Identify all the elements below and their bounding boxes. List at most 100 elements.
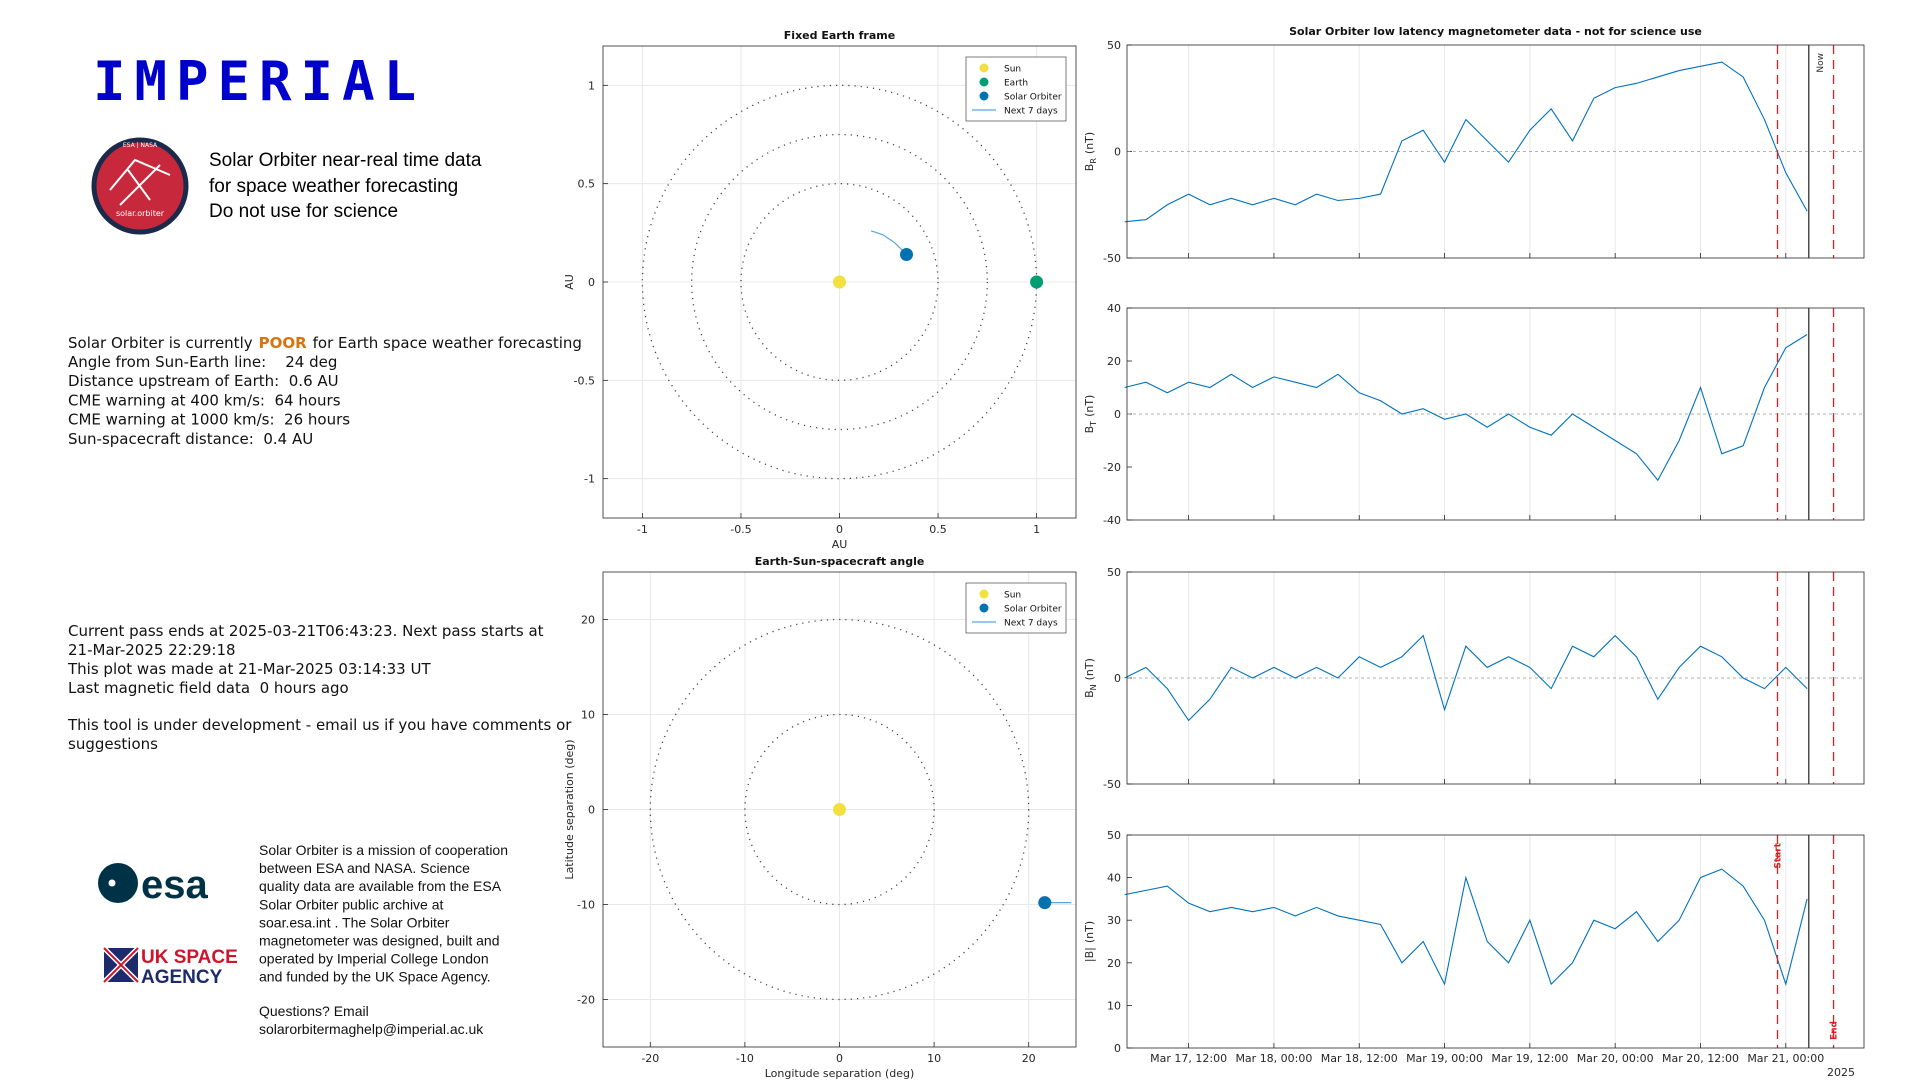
status-line: Solar Orbiter is currently POOR for Earth … bbox=[68, 334, 582, 352]
y-tick-label: 0 bbox=[1114, 672, 1121, 685]
y-label-subscript: N bbox=[1089, 684, 1098, 690]
chart-title: Earth-Sun-spacecraft angle bbox=[755, 555, 925, 568]
legend-label: Sun bbox=[1004, 65, 1021, 75]
status-detail: Sun-spacecraft distance: 0.4 AU bbox=[68, 430, 313, 448]
x-axis-label: Longitude separation (deg) bbox=[765, 1067, 915, 1080]
legend-marker bbox=[979, 603, 989, 613]
legend-label: Next 7 days bbox=[1004, 107, 1058, 117]
point bbox=[833, 275, 846, 289]
y-tick-label: 20 bbox=[1107, 957, 1121, 970]
axes-frame bbox=[1126, 307, 1865, 521]
about-line: Solar Orbiter public archive at bbox=[259, 896, 444, 912]
y-axis-label: Latitude separation (deg) bbox=[563, 739, 576, 879]
plot-content bbox=[641, 84, 1044, 480]
x-tick-label: 0 bbox=[836, 1052, 843, 1065]
x-tick-label: -1 bbox=[637, 523, 648, 536]
x-tick-label: Mar 17, 12:00 bbox=[1150, 1052, 1227, 1065]
x-tick-label: -0.5 bbox=[730, 523, 751, 536]
footer: Solar Orbiter is a mission of cooperatio… bbox=[259, 842, 508, 1037]
y-tick-label: 0 bbox=[1114, 146, 1121, 159]
y-tick-label: 0 bbox=[588, 804, 595, 817]
esa-wordmark: esa bbox=[141, 863, 208, 907]
axes-frame bbox=[1126, 571, 1865, 785]
y-tick-label: 50 bbox=[1107, 829, 1121, 842]
x-tick-label: -20 bbox=[641, 1052, 659, 1065]
y-axis-label: BT (nT) bbox=[1083, 395, 1098, 434]
y-tick-label: -20 bbox=[577, 994, 595, 1007]
contact-line: Questions? Email bbox=[259, 1003, 369, 1019]
legend: Sun Earth Solar Orbiter Next 7 days bbox=[965, 56, 1067, 122]
point bbox=[1038, 896, 1052, 910]
y-tick-label: -50 bbox=[1103, 778, 1121, 791]
axes-frame bbox=[602, 571, 1077, 1048]
y-label-unit: (nT) bbox=[1083, 395, 1096, 417]
legend-label: Sun bbox=[1004, 591, 1021, 601]
y-axis-label: AU bbox=[563, 274, 576, 290]
uksa-logo: UK SPACE AGENCY bbox=[102, 946, 238, 988]
status-detail: Angle from Sun-Earth line: 24 deg bbox=[68, 353, 337, 371]
y-label-symbol: B bbox=[1083, 690, 1096, 698]
point bbox=[833, 803, 846, 816]
badge-mission: ESA | NASA bbox=[123, 142, 158, 149]
tagline: Solar Orbiter near-real time data bbox=[209, 150, 482, 171]
imperial-logo: IMPERIAL bbox=[93, 50, 425, 113]
esa-logo: esa bbox=[98, 863, 208, 907]
x-tick-label: 0 bbox=[836, 523, 843, 536]
y-tick-label: 40 bbox=[1107, 872, 1121, 885]
marker-label: End bbox=[1830, 1021, 1840, 1040]
y-tick-label: -0.5 bbox=[574, 374, 595, 387]
legend-marker bbox=[979, 77, 989, 87]
field-line bbox=[1124, 868, 1808, 987]
status-prefix: Solar Orbiter is currently bbox=[68, 334, 253, 352]
about-line: between ESA and NASA. Science bbox=[259, 860, 470, 876]
about-line: and funded by the UK Space Agency. bbox=[259, 969, 491, 985]
y-tick-label: 10 bbox=[581, 709, 595, 722]
tagline: Do not use for science bbox=[209, 201, 398, 222]
field-line bbox=[1124, 61, 1808, 223]
marker-label: Now bbox=[1816, 53, 1826, 73]
field-line bbox=[1124, 334, 1808, 482]
marker-label: Start bbox=[1774, 842, 1784, 868]
legend-label: Solar Orbiter bbox=[1004, 605, 1062, 615]
x-tick-label: 0.5 bbox=[929, 523, 947, 536]
point bbox=[1030, 275, 1044, 289]
x-tick-label: Mar 20, 12:00 bbox=[1662, 1052, 1739, 1065]
axes-frame bbox=[602, 45, 1077, 519]
status-details: Angle from Sun-Earth line: 24 degDistanc… bbox=[68, 353, 350, 448]
esa-mark bbox=[98, 863, 138, 903]
x-tick-label: 1 bbox=[1033, 523, 1040, 536]
about-line: quality data are available from the ESA bbox=[259, 878, 502, 894]
y-label-subscript: R bbox=[1089, 158, 1098, 164]
y-tick-label: 20 bbox=[581, 614, 595, 627]
chart-title: Solar Orbiter low latency magnetometer d… bbox=[1289, 25, 1702, 38]
pass-line: Current pass ends at 2025-03-21T06:43:23… bbox=[68, 622, 544, 640]
pass-line: 21-Mar-2025 22:29:18 bbox=[68, 641, 236, 659]
y-tick-label: 0 bbox=[588, 276, 595, 289]
pass-line: Last magnetic field data 0 hours ago bbox=[68, 679, 349, 697]
uksa-text: UK SPACE bbox=[141, 947, 238, 968]
esa-dot bbox=[108, 879, 116, 887]
y-label-symbol: B bbox=[1083, 426, 1096, 434]
y-label-unit: (nT) bbox=[1083, 921, 1096, 943]
pass-info: Current pass ends at 2025-03-21T06:43:23… bbox=[67, 622, 572, 753]
y-tick-label: 0.5 bbox=[578, 178, 596, 191]
y-tick-label: 50 bbox=[1107, 566, 1121, 579]
tagline: for space weather forecasting bbox=[209, 176, 458, 197]
about-line: magnetometer was designed, built and bbox=[259, 933, 499, 949]
axes-frame bbox=[1126, 834, 1865, 1049]
y-tick-label: 40 bbox=[1107, 302, 1121, 315]
x-tick-label: Mar 19, 12:00 bbox=[1491, 1052, 1568, 1065]
about-line: Solar Orbiter is a mission of cooperatio… bbox=[259, 842, 508, 858]
flag-cross-red bbox=[103, 947, 139, 983]
field-line bbox=[1124, 634, 1808, 722]
distance-circle bbox=[740, 183, 939, 381]
y-tick-label: 1 bbox=[588, 79, 595, 92]
x-tick-label: 20 bbox=[1022, 1052, 1036, 1065]
legend-label: Next 7 days bbox=[1004, 619, 1058, 629]
y-tick-label: 0 bbox=[1114, 408, 1121, 421]
distance-circle bbox=[649, 618, 1030, 1001]
about-line: soar.esa.int . The Solar Orbiter bbox=[259, 914, 450, 930]
distance-circle bbox=[744, 713, 935, 906]
y-axis-label: BN (nT) bbox=[1083, 658, 1098, 698]
